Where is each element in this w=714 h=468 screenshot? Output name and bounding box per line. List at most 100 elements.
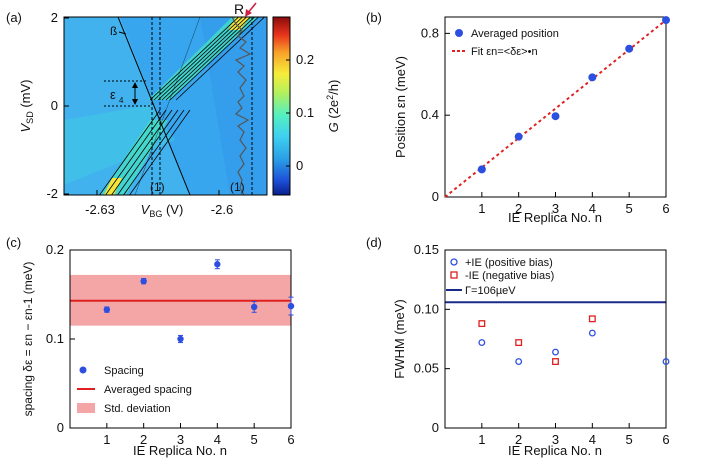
data-point (140, 277, 147, 285)
axis-label-y: VSD (mV) (18, 80, 35, 133)
data-point (250, 303, 258, 311)
tick-label: 3 (552, 201, 559, 216)
data-point (477, 165, 486, 174)
tick-label: 2 (51, 10, 58, 25)
resonance-line (129, 109, 191, 195)
tick-label: 2 (515, 432, 522, 447)
tick-label: 6 (287, 432, 294, 447)
tick-label: 3 (552, 432, 559, 447)
resonance-line (117, 109, 179, 195)
resonance-line (157, 17, 248, 101)
axis-label-x: IE Replica No. n (133, 443, 227, 458)
diamond-edge (117, 17, 191, 195)
resonance-line (161, 17, 252, 101)
heatmap-region-left (64, 17, 190, 195)
heatmap-band-upper (148, 17, 258, 100)
colorbar-label: G (2e2/h) (325, 80, 341, 133)
data-point (662, 16, 670, 25)
legend-label-gamma: Γ=106µeV (465, 285, 516, 297)
replica-label-right: (1) (230, 180, 245, 194)
tick-label: 0.1 (46, 331, 64, 346)
data-point-plus (662, 358, 670, 365)
tick-label: 2 (515, 201, 522, 216)
resonance-line (99, 109, 161, 195)
data-point (625, 44, 634, 53)
tick-label: 0.15 (414, 242, 439, 257)
panel-b: (b) 1 2 3 4 5 6 0 0.4 0.8 Averaged position Fit … (366, 10, 670, 225)
axis-label-y: FWHM (meV) (392, 299, 407, 378)
panel-b-label: (b) (366, 10, 382, 25)
conductance-trace (231, 17, 252, 195)
tick-label: 0 (51, 98, 58, 113)
legend-marker-plus (450, 258, 458, 266)
tick-label: 0 (432, 420, 439, 435)
axis-label-x: IE Replica No. n (508, 210, 602, 225)
data-point (588, 73, 597, 82)
data-point (514, 132, 523, 141)
tick-label: 0.4 (421, 107, 439, 122)
data-point (551, 112, 560, 121)
data-point-minus (478, 320, 486, 328)
panel-b-ticks: 1 2 3 4 5 6 0 0.4 0.8 (421, 25, 670, 216)
panel-d-legend: +IE (positive bias) -IE (negative bias) … (446, 257, 554, 297)
tick-label: 4 (214, 432, 221, 447)
panel-b-legend: Averaged position Fit εn=<δε>•n (452, 28, 559, 58)
axis-label-x: IE Replica No. n (508, 443, 602, 458)
legend-label-plus: +IE (positive bias) (465, 257, 553, 269)
resonance-line (169, 17, 260, 101)
axis-label-x: VBG (V) (141, 202, 184, 219)
panel-d: (d) 1 2 3 4 5 6 0 0.05 0.10 0.15 +IE (positive bi… (366, 235, 670, 458)
legend-label-fit: Fit εn=<δε>•n (471, 46, 538, 58)
epsilon-subscript: 4 (119, 96, 124, 105)
tick-label: 2 (140, 432, 147, 447)
legend-label-spacing: Spacing (104, 365, 144, 377)
tick-label: -2 (46, 186, 58, 201)
tick-label: 1 (478, 201, 485, 216)
data-point-plus (515, 358, 523, 365)
tick-label: 0.10 (414, 301, 439, 316)
legend-marker-spacing (79, 366, 87, 374)
legend-label-std: Std. deviation (104, 403, 171, 415)
diamond-edge (134, 17, 201, 195)
resonance-line (165, 17, 256, 101)
data-point-plus (552, 348, 559, 356)
legend-marker-position (455, 29, 463, 37)
panel-c: (c) 1 2 3 4 5 6 0 0.1 0.2 Spacing Averaged spaci… (6, 235, 295, 458)
tick-label: 4 (589, 432, 596, 447)
resonance-line (175, 17, 266, 101)
heatmap (64, 17, 267, 195)
tick-label: 5 (626, 201, 633, 216)
tick-label: 0 (432, 189, 439, 204)
resonance-line (149, 17, 240, 101)
data-point-plus (478, 339, 486, 347)
legend-label-minus: -IE (negative bias) (465, 270, 554, 282)
data-point (214, 261, 221, 268)
position-points (477, 16, 670, 174)
tick-label: 1 (103, 432, 110, 447)
heatmap-peak-top (228, 17, 250, 30)
data-point-plus (588, 329, 596, 337)
panel-c-ticks: 1 2 3 4 5 6 0 0.1 0.2 (46, 242, 295, 447)
epsilon-label: ε (110, 87, 116, 102)
epsilon-arrow-head-up (132, 82, 138, 88)
panel-c-legend: Spacing Averaged spacing Std. deviation (77, 365, 192, 415)
tick-label: 6 (662, 432, 669, 447)
beta-label: ß (110, 24, 117, 38)
resonance-line (105, 109, 167, 195)
r-label: R (234, 1, 244, 17)
r-arrow-head (245, 9, 252, 17)
colorbar-tick: 0.1 (296, 105, 314, 120)
tick-label: 4 (589, 201, 596, 216)
axis-label-y: spacing δε = εn − εn-1 (meV) (21, 262, 35, 417)
colorbar-tick: 0 (296, 158, 303, 173)
epsilon-arrow-head-down (132, 99, 138, 105)
data-point (103, 306, 111, 313)
panel-a-y-axis: 2 0 -2 VSD (mV) (18, 10, 69, 201)
colorbar (272, 16, 291, 196)
fwhm-points (478, 315, 670, 365)
tick-label: 6 (662, 201, 669, 216)
panel-a-label: (a) (6, 10, 22, 25)
tick-label: -2.6 (211, 202, 233, 217)
spacing-points (103, 259, 295, 344)
